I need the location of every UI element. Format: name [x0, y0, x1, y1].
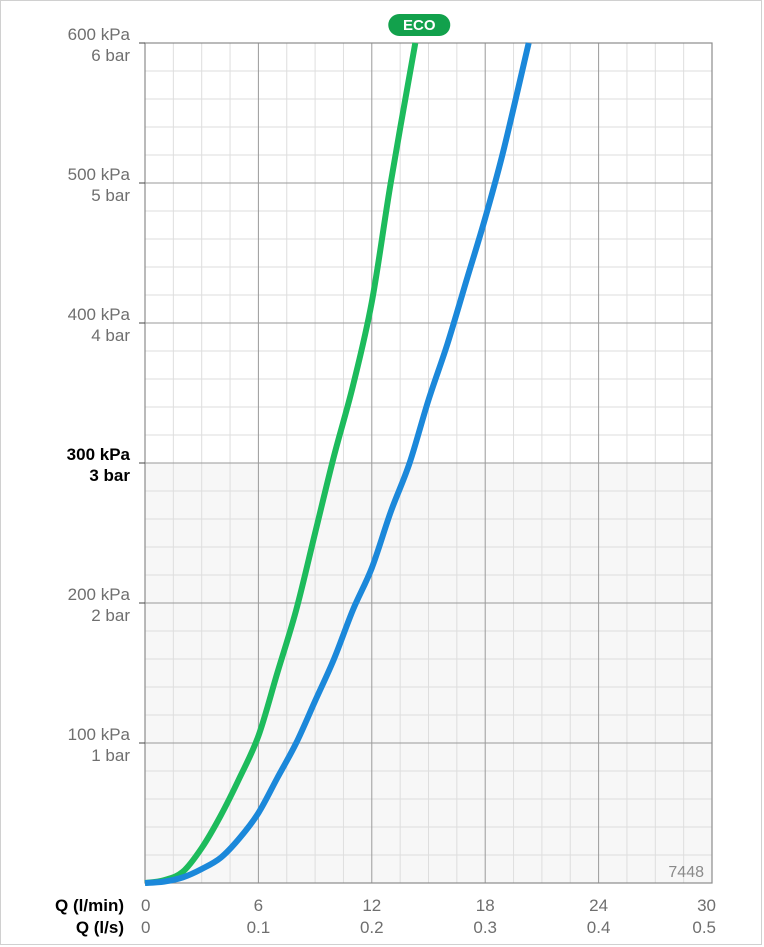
x-axis-label-secondary: Q (l/s) — [76, 918, 124, 937]
model-number: 7448 — [668, 864, 704, 881]
eco-badge — [388, 14, 451, 36]
x-tick-label-lmin: 30 — [697, 896, 716, 915]
y-tick-label-bar: 4 bar — [91, 326, 130, 345]
y-tick-label-bar: 6 bar — [91, 46, 130, 65]
x-tick-label-ls: 0 — [141, 918, 150, 937]
x-tick-label-ls: 0.2 — [360, 918, 384, 937]
y-tick-label-bar: 2 bar — [91, 606, 130, 625]
y-tick-label-bar: 3 bar — [89, 466, 130, 485]
x-tick-label-lmin: 0 — [141, 896, 150, 915]
y-tick-label-kpa: 500 kPa — [68, 165, 131, 184]
series-line-2 — [144, 42, 532, 886]
y-tick-label-kpa: 100 kPa — [68, 725, 131, 744]
y-axis-ticks: 600 kPa 6 bar 500 kPa 5 bar 400 kPa 4 bar 300 … — [67, 25, 145, 765]
x-tick-label-lmin: 6 — [254, 896, 263, 915]
series-layer: ECO — [144, 14, 532, 886]
x-tick-label-lmin: 18 — [476, 896, 495, 915]
y-tick-label-bar: 1 bar — [91, 746, 130, 765]
y-tick-label-kpa: 300 kPa — [67, 445, 131, 464]
x-tick-label-lmin: 12 — [362, 896, 381, 915]
x-tick-label-ls: 0.3 — [473, 918, 497, 937]
x-tick-label-lmin: 24 — [589, 896, 608, 915]
x-tick-label-ls: 0.5 — [692, 918, 716, 937]
y-tick-label-bar: 5 bar — [91, 186, 130, 205]
x-tick-label-ls: 0.1 — [247, 918, 271, 937]
eco-badge-label: ECO — [403, 17, 436, 34]
x-axis-label-primary: Q (l/min) — [55, 896, 124, 915]
y-tick-label-kpa: 200 kPa — [68, 585, 131, 604]
x-tick-label-ls: 0.4 — [587, 918, 611, 937]
y-tick-label-kpa: 400 kPa — [68, 305, 131, 324]
y-tick-label-kpa: 600 kPa — [68, 25, 131, 44]
series-line-1 — [144, 42, 419, 886]
x-axis-ticks: 0 0 6 0.1 12 0.2 18 0.3 24 0.4 30 0.5 — [141, 896, 716, 937]
